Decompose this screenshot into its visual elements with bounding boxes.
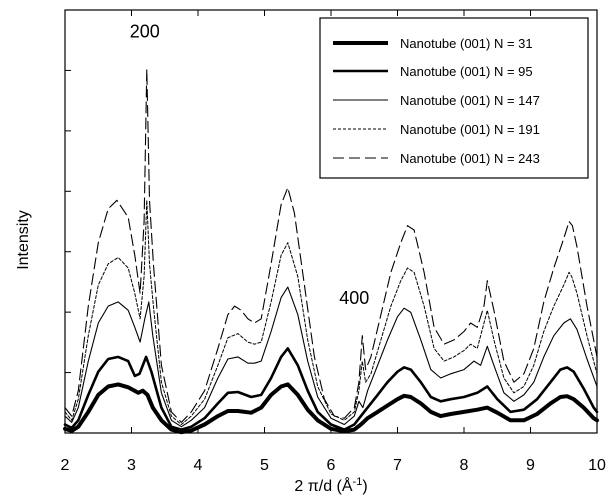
series-layer (63, 68, 599, 435)
legend-label-n147: Nanotube (001) N = 147 (400, 93, 540, 108)
annotation-400: 400 (339, 288, 369, 308)
x-axis-title-sup: -1 (353, 476, 363, 488)
legend: Nanotube (001) N = 31 Nanotube (001) N =… (319, 17, 589, 179)
x-axis-title-close: ) (362, 478, 367, 495)
series-line-1 (63, 347, 599, 431)
series-line-0 (63, 382, 599, 435)
series-line-3 (64, 199, 598, 425)
x-tick-label-4: 4 (194, 457, 203, 474)
x-tick-label-2: 2 (61, 457, 70, 474)
legend-label-n191: Nanotube (001) N = 191 (400, 122, 540, 137)
x-tick-label-7: 7 (393, 457, 402, 474)
x-tick-label-6: 6 (327, 457, 336, 474)
x-axis-title: 2 π/d (Å-1) (294, 476, 367, 495)
legend-label-n31: Nanotube (001) N = 31 (400, 36, 533, 51)
legend-label-n95: Nanotube (001) N = 95 (400, 64, 533, 79)
y-axis-title: Intensity (15, 210, 32, 270)
x-tick-labels: 2 3 4 5 6 7 8 9 10 (61, 457, 606, 474)
x-tick-label-9: 9 (526, 457, 535, 474)
x-tick-label-5: 5 (260, 457, 269, 474)
tick-marks (64, 10, 598, 433)
annotation-200: 200 (130, 21, 160, 41)
x-tick-label-3: 3 (127, 457, 136, 474)
x-axis-title-main: 2 π/d (Å (294, 476, 353, 495)
legend-label-n243: Nanotube (001) N = 243 (400, 151, 540, 166)
x-tick-label-8: 8 (460, 457, 469, 474)
series-line-4 (64, 68, 598, 423)
series-line-2 (64, 286, 598, 428)
x-tick-label-10: 10 (588, 457, 606, 474)
